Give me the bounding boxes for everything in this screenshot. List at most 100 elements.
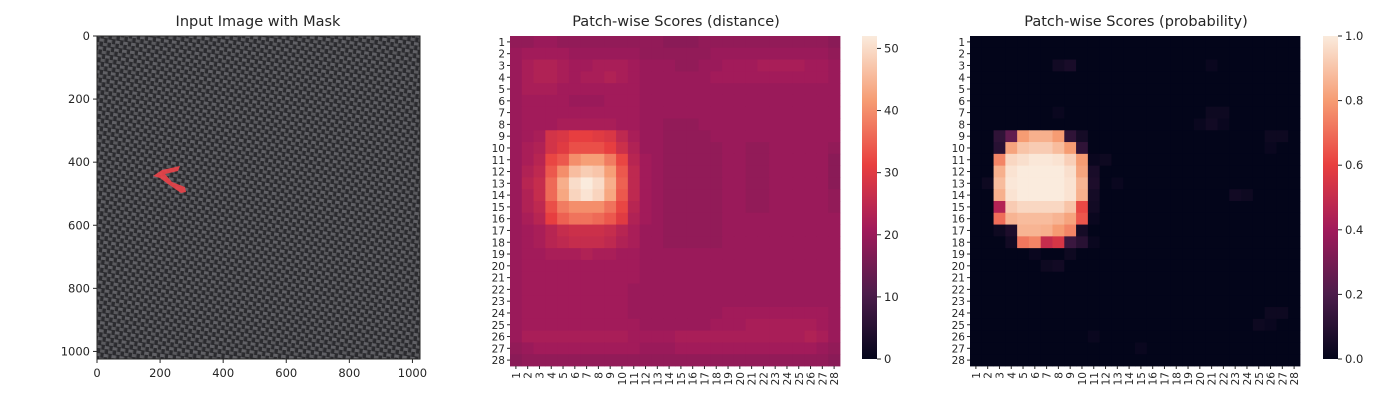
heatmap-cell — [568, 130, 582, 143]
heatmap-cell — [1052, 47, 1065, 60]
heatmap-cell — [1170, 259, 1183, 273]
heatmap-cell — [1099, 36, 1112, 49]
heatmap-cell — [627, 354, 641, 367]
heatmap-cell — [1135, 142, 1148, 155]
heatmap-cell — [710, 354, 723, 367]
heatmap-cell — [710, 295, 723, 308]
heatmap-cell — [663, 71, 676, 84]
heatmap-cell — [639, 130, 652, 143]
heatmap-cell — [828, 189, 841, 202]
heatmap-cell — [722, 47, 735, 60]
heatmap-cell — [627, 201, 641, 214]
heatmap-cell — [792, 177, 806, 190]
heatmap-cell — [592, 142, 605, 155]
heatmap-cell — [1017, 271, 1030, 284]
heatmap-cell — [745, 236, 758, 249]
heatmap-cell — [1028, 318, 1042, 332]
heatmap-cell — [1005, 330, 1018, 343]
heatmap-cell — [1264, 142, 1277, 155]
heatmap-cell — [981, 236, 994, 249]
heatmap-cell — [1193, 283, 1207, 296]
heatmap-cell — [733, 71, 747, 84]
heatmap-cell — [1099, 177, 1112, 190]
heatmap-cell — [604, 71, 617, 84]
heatmap-cell — [757, 142, 770, 155]
heatmap-cell — [733, 330, 747, 343]
heatmap-cell — [1264, 236, 1277, 249]
heatmap-cell — [1217, 177, 1230, 190]
heatmap-cell — [1099, 271, 1112, 284]
heatmap-cell — [557, 165, 570, 178]
heatmap-cell — [1170, 201, 1183, 214]
heatmap-cell — [568, 248, 582, 261]
heatmap-cell — [663, 94, 676, 108]
heatmap-cell — [1017, 47, 1030, 60]
heatmap-cell — [1170, 307, 1183, 320]
heatmap-cell — [1182, 71, 1195, 84]
heatmap-cell — [1264, 106, 1277, 119]
heatmap-cell — [745, 271, 758, 284]
heatmap-cell — [781, 94, 794, 108]
heatmap-cell — [1217, 236, 1230, 249]
heatmap-cell — [757, 318, 770, 332]
heatmap-cell — [663, 248, 676, 261]
heatmap-cell — [792, 153, 806, 167]
heatmap-cell — [521, 118, 534, 131]
heatmap-cell — [686, 71, 699, 84]
heatmap-cell — [781, 153, 794, 167]
heatmap-cell — [1193, 330, 1207, 343]
heatmap-cell — [1241, 201, 1254, 214]
colorbar-tick-label: 0.0 — [1345, 352, 1363, 366]
heatmap-cell — [769, 295, 782, 308]
heatmap-cell — [1252, 83, 1266, 96]
heatmap-cell — [663, 342, 676, 355]
heatmap-cell — [1028, 142, 1042, 155]
heatmap-cell — [970, 295, 983, 308]
heatmap-cell — [639, 153, 652, 167]
heatmap-cell — [1288, 36, 1301, 49]
heatmap-cell — [745, 212, 758, 225]
x-tick-label: 0 — [93, 366, 100, 380]
heatmap-cell — [1135, 177, 1148, 190]
heatmap-cell — [557, 130, 570, 143]
heatmap-cell — [663, 330, 676, 343]
heatmap-cell — [1017, 165, 1030, 178]
heatmap-cell — [828, 236, 841, 249]
heatmap-cell — [769, 71, 782, 84]
heatmap-cell — [1111, 259, 1124, 273]
heatmap-cell — [1087, 189, 1101, 202]
heatmap-cell — [769, 212, 782, 225]
y-tick-label: 21 — [492, 273, 505, 285]
heatmap-cell — [733, 153, 747, 167]
heatmap-cell — [1052, 165, 1065, 178]
heatmap-cell — [639, 259, 652, 273]
heatmap-cell — [510, 59, 523, 72]
heatmap-cell — [1005, 307, 1018, 320]
heatmap-cell — [769, 236, 782, 249]
heatmap-cell — [1099, 236, 1112, 249]
heatmap-cell — [627, 83, 641, 96]
heatmap-cell — [1276, 236, 1289, 249]
x-tick-label: 28 — [829, 372, 841, 385]
x-tick-label: 6 — [1030, 372, 1042, 379]
heatmap-cell — [769, 224, 782, 237]
heatmap-cell — [993, 142, 1006, 155]
heatmap-cell — [604, 330, 617, 343]
heatmap-cell — [1217, 142, 1230, 155]
fabric-image — [97, 36, 420, 359]
heatmap-cell — [698, 248, 711, 261]
heatmap-cell — [1170, 94, 1183, 108]
heatmap-cell — [1135, 153, 1148, 167]
heatmap-cell — [616, 189, 629, 202]
heatmap-cell — [1182, 307, 1195, 320]
y-tick-label: 22 — [492, 284, 505, 296]
heatmap-cell — [792, 295, 806, 308]
heatmap-cell — [568, 71, 582, 84]
heatmap-cell — [545, 142, 558, 155]
x-tick-label: 18 — [711, 372, 723, 385]
heatmap-cell — [592, 59, 605, 72]
heatmap-cell — [545, 248, 558, 261]
heatmap-cell — [1017, 259, 1030, 273]
heatmap-cell — [722, 224, 735, 237]
